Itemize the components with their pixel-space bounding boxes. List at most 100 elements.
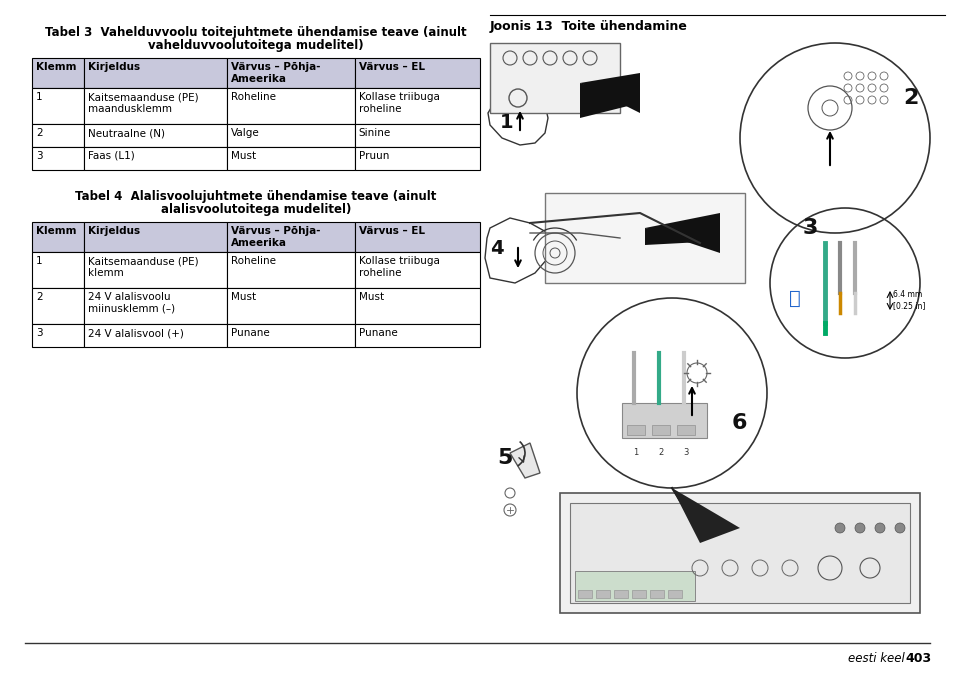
- Bar: [32, 147, 84, 170]
- Bar: [227, 222, 355, 252]
- Bar: [355, 124, 479, 147]
- Text: 2: 2: [36, 292, 43, 302]
- Text: Kaitsemaanduse (PE)
klemm: Kaitsemaanduse (PE) klemm: [88, 256, 198, 277]
- Bar: [227, 58, 355, 88]
- Bar: [227, 252, 355, 288]
- Text: 2: 2: [658, 448, 663, 457]
- Bar: [667, 590, 681, 598]
- Bar: [490, 43, 619, 113]
- Text: Tabel 3  Vahelduvvoolu toitejuhtmete ühendamise teave (ainult: Tabel 3 Vahelduvvoolu toitejuhtmete ühen…: [45, 26, 466, 39]
- Text: Punane: Punane: [358, 328, 396, 338]
- Bar: [84, 324, 227, 347]
- Text: 1: 1: [36, 256, 43, 266]
- Bar: [84, 252, 227, 288]
- Bar: [614, 590, 627, 598]
- Polygon shape: [484, 218, 547, 283]
- Bar: [355, 288, 479, 324]
- Text: Kirjeldus: Kirjeldus: [88, 62, 139, 72]
- Text: 403: 403: [905, 651, 931, 664]
- Bar: [32, 58, 84, 88]
- Bar: [84, 124, 227, 147]
- Text: Punane: Punane: [231, 328, 270, 338]
- Bar: [84, 288, 227, 324]
- Text: 🛒: 🛒: [788, 289, 800, 308]
- Text: Värvus – EL: Värvus – EL: [358, 226, 424, 236]
- Bar: [355, 324, 479, 347]
- Text: Roheline: Roheline: [231, 92, 275, 102]
- Circle shape: [834, 523, 844, 533]
- Bar: [84, 147, 227, 170]
- Bar: [677, 425, 695, 435]
- Bar: [227, 124, 355, 147]
- Text: Faas (L1): Faas (L1): [88, 151, 134, 161]
- Bar: [631, 590, 645, 598]
- Text: 4: 4: [490, 238, 503, 258]
- Bar: [227, 147, 355, 170]
- Text: Must: Must: [358, 292, 383, 302]
- Bar: [84, 222, 227, 252]
- Text: 3: 3: [36, 328, 43, 338]
- Text: eesti keel: eesti keel: [847, 651, 904, 664]
- Text: 6: 6: [731, 413, 747, 433]
- Polygon shape: [644, 228, 720, 245]
- Text: 2: 2: [36, 128, 43, 138]
- Bar: [649, 590, 663, 598]
- Polygon shape: [671, 488, 740, 543]
- Text: 3: 3: [36, 151, 43, 161]
- Bar: [355, 252, 479, 288]
- Bar: [227, 288, 355, 324]
- Text: 24 V alalisvool (+): 24 V alalisvool (+): [88, 328, 183, 338]
- Bar: [227, 88, 355, 124]
- Bar: [651, 425, 669, 435]
- Text: 3: 3: [801, 218, 817, 238]
- Bar: [596, 590, 609, 598]
- Polygon shape: [510, 443, 539, 478]
- Bar: [544, 193, 744, 283]
- Text: Kollase triibuga
roheline: Kollase triibuga roheline: [358, 92, 439, 114]
- Bar: [559, 493, 919, 613]
- Bar: [84, 58, 227, 88]
- Bar: [355, 88, 479, 124]
- Bar: [621, 403, 706, 438]
- Text: 1: 1: [633, 448, 638, 457]
- Bar: [227, 324, 355, 347]
- Text: Roheline: Roheline: [231, 256, 275, 266]
- Bar: [569, 503, 909, 603]
- Text: 5: 5: [497, 448, 512, 468]
- Text: Must: Must: [231, 292, 255, 302]
- Bar: [578, 590, 592, 598]
- Polygon shape: [488, 97, 547, 145]
- Bar: [32, 288, 84, 324]
- Text: 6.4 mm
[0.25 in]: 6.4 mm [0.25 in]: [892, 290, 924, 310]
- Text: vahelduvvoolutoitega mudelitel): vahelduvvoolutoitega mudelitel): [148, 39, 363, 52]
- Bar: [32, 222, 84, 252]
- Circle shape: [874, 523, 884, 533]
- Bar: [32, 324, 84, 347]
- Text: 1: 1: [36, 92, 43, 102]
- Text: 3: 3: [682, 448, 688, 457]
- Text: Värvus – Põhja-
Ameerika: Värvus – Põhja- Ameerika: [231, 62, 320, 83]
- Bar: [355, 222, 479, 252]
- Text: Tabel 4  Alalisvoolujuhtmete ühendamise teave (ainult: Tabel 4 Alalisvoolujuhtmete ühendamise t…: [75, 190, 436, 203]
- Bar: [32, 124, 84, 147]
- Text: 1: 1: [499, 112, 513, 131]
- Text: Värvus – EL: Värvus – EL: [358, 62, 424, 72]
- Text: Must: Must: [231, 151, 255, 161]
- Polygon shape: [579, 73, 639, 113]
- Bar: [626, 425, 644, 435]
- Text: Kaitsemaanduse (PE)
maandusklemm: Kaitsemaanduse (PE) maandusklemm: [88, 92, 198, 114]
- Text: Pruun: Pruun: [358, 151, 389, 161]
- Text: Klemm: Klemm: [36, 62, 76, 72]
- Text: Sinine: Sinine: [358, 128, 391, 138]
- Text: Klemm: Klemm: [36, 226, 76, 236]
- Text: Valge: Valge: [231, 128, 259, 138]
- Bar: [32, 252, 84, 288]
- Text: Värvus – Põhja-
Ameerika: Värvus – Põhja- Ameerika: [231, 226, 320, 248]
- Text: Neutraalne (N): Neutraalne (N): [88, 128, 164, 138]
- Bar: [32, 88, 84, 124]
- Polygon shape: [644, 213, 720, 253]
- Circle shape: [854, 523, 864, 533]
- Polygon shape: [579, 83, 639, 118]
- Text: Joonis 13  Toite ühendamine: Joonis 13 Toite ühendamine: [490, 20, 687, 33]
- Bar: [355, 147, 479, 170]
